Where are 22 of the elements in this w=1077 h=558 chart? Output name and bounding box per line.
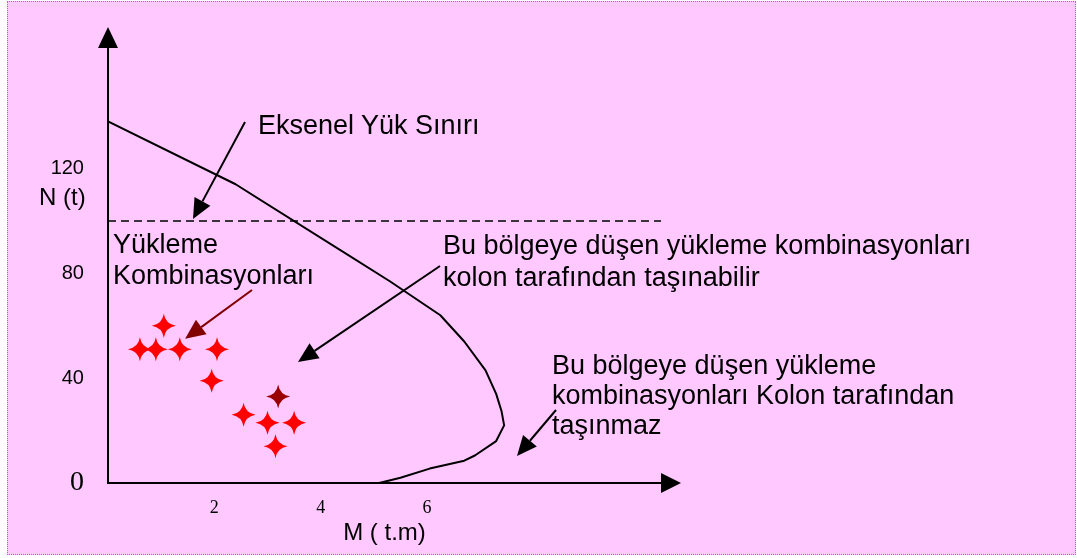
x-tick-label: 2	[209, 496, 219, 517]
x-axis-title: M ( t.m)	[343, 518, 426, 546]
x-tick-label: 6	[422, 496, 432, 517]
y-tick-label: 40	[61, 365, 84, 388]
point	[205, 337, 230, 362]
point	[151, 313, 176, 338]
annotation: Yükleme Kombinasyonları	[113, 229, 316, 291]
y-tick-label: 80	[61, 260, 84, 283]
y-tick-label: 120	[50, 156, 84, 179]
x-tick-label: 4	[316, 496, 326, 517]
point	[255, 410, 280, 435]
annotation: Bu bölgeye düşen yükleme kombinasyonları kolon tarafından taşınabilir	[443, 229, 973, 293]
point	[263, 434, 288, 459]
point	[199, 368, 224, 393]
annotation: Bu bölgeye düşen yükleme kombinasyonları Kolon tarafından taşınmaz	[552, 350, 956, 440]
point	[167, 337, 192, 362]
y-tick-label: 0	[70, 465, 84, 497]
point	[231, 402, 256, 427]
point	[282, 410, 307, 435]
y-axis-title: N (t)	[39, 183, 86, 211]
annotation: Eksenel Yük Sınırı	[258, 110, 480, 140]
point	[266, 384, 291, 409]
